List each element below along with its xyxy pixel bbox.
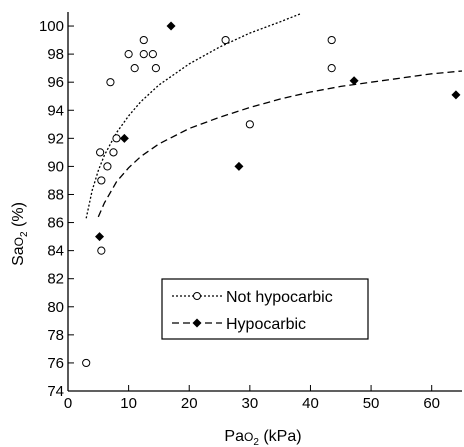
y-tick-label: 80: [47, 299, 64, 316]
svg-text:SaO2 (%): SaO2 (%): [10, 202, 30, 266]
legend: Not hypocarbic Hypocarbic: [161, 278, 369, 340]
x-axis-title-o: O: [244, 430, 253, 444]
point-not-hypocarbic: [96, 148, 105, 157]
point-not-hypocarbic: [97, 176, 106, 185]
point-not-hypocarbic: [82, 358, 91, 368]
point-not-hypocarbic: [139, 35, 148, 45]
y-axis-title-sub: 2: [19, 231, 30, 237]
fit-curve-not-hypocarbic: [85, 12, 302, 219]
x-axis-title: PaO2 (kPa): [224, 428, 301, 447]
point-not-hypocarbic: [327, 64, 336, 73]
legend-box: [161, 278, 369, 340]
axes: 74 76 78 80 82 84 86 88 90 92 94 96 98 100 0 10 20 30 40 50…: [39, 12, 462, 412]
y-tick-label: 82: [47, 271, 64, 288]
y-tick-label: 94: [47, 102, 64, 119]
fit-curve-hypocarbic: [97, 70, 463, 218]
point-hypocarbic: [95, 232, 105, 242]
svg-text:PaO2 (kPa): PaO2 (kPa): [224, 428, 301, 447]
point-not-hypocarbic: [112, 134, 121, 143]
y-axis-title-o: O: [12, 237, 26, 246]
y-tick-label: 98: [47, 46, 64, 63]
point-not-hypocarbic: [106, 78, 115, 87]
y-tick-label: 78: [47, 327, 64, 344]
y-tick-label: 74: [47, 383, 64, 400]
y-tick-label: 86: [47, 215, 64, 232]
point-not-hypocarbic: [139, 50, 148, 59]
x-tick-label: 30: [242, 395, 259, 412]
legend-label-not-hypocarbic: Not hypocarbic: [226, 289, 333, 306]
y-tick-label: 76: [47, 355, 64, 372]
point-not-hypocarbic: [245, 120, 254, 129]
y-tick-label: 84: [47, 243, 64, 260]
point-not-hypocarbic: [130, 64, 139, 73]
x-tick-label: 60: [423, 395, 440, 412]
point-hypocarbic: [119, 133, 129, 143]
point-hypocarbic: [451, 90, 461, 100]
point-not-hypocarbic: [124, 50, 133, 59]
x-axis-title-sub: 2: [253, 437, 259, 447]
point-hypocarbic: [234, 161, 244, 171]
y-tick-label: 92: [47, 130, 64, 147]
y-axis-title-unit: (%): [10, 202, 27, 231]
point-hypocarbic: [166, 21, 176, 31]
point-not-hypocarbic: [221, 35, 230, 45]
y-tick-label: 96: [47, 74, 64, 91]
fit-curves: [85, 12, 463, 219]
legend-label-hypocarbic: Hypocarbic: [226, 316, 306, 333]
point-not-hypocarbic: [109, 148, 118, 157]
y-tick-label: 100: [39, 18, 64, 35]
y-tick-label: 90: [47, 158, 64, 175]
point-not-hypocarbic: [103, 162, 112, 171]
point-not-hypocarbic: [148, 50, 157, 59]
y-axis-title: SaO2 (%): [10, 202, 30, 266]
legend-marker-hypocarbic: [192, 318, 202, 328]
x-axis-title-main: Pa: [224, 428, 244, 445]
point-hypocarbic: [349, 76, 359, 86]
x-tick-label: 10: [120, 395, 137, 412]
legend-marker-not-hypocarbic: [193, 292, 201, 300]
y-axis-title-main: Sa: [10, 246, 27, 266]
point-not-hypocarbic: [97, 246, 106, 255]
x-tick-label: 50: [363, 395, 380, 412]
x-tick-label: 0: [64, 395, 72, 412]
point-not-hypocarbic: [151, 64, 160, 73]
x-axis-title-unit: (kPa): [259, 428, 302, 445]
x-tick-label: 20: [181, 395, 198, 412]
point-not-hypocarbic: [327, 35, 336, 45]
y-tick-label: 88: [47, 186, 64, 203]
x-tick-label: 40: [302, 395, 319, 412]
data-points: [82, 21, 461, 368]
